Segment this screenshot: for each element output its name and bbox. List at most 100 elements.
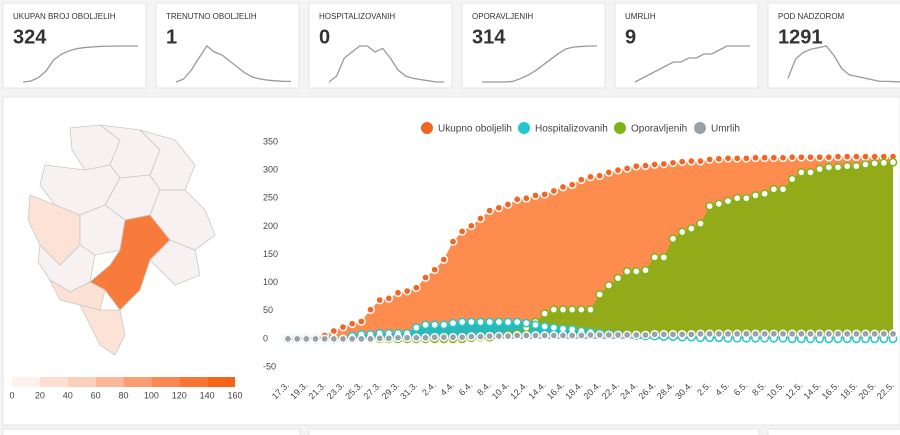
data-point	[595, 330, 605, 340]
map-legend-label: 120	[172, 390, 187, 400]
data-point	[861, 329, 870, 339]
data-point	[347, 334, 357, 344]
data-point	[338, 322, 348, 332]
data-point	[806, 329, 815, 339]
data-point	[604, 281, 614, 290]
data-point	[851, 152, 861, 161]
data-point	[879, 158, 889, 168]
data-point	[494, 331, 504, 341]
data-point	[879, 329, 889, 339]
data-point	[668, 158, 678, 168]
data-point	[540, 189, 550, 199]
data-point	[494, 317, 504, 327]
data-point	[411, 283, 421, 293]
data-point	[494, 203, 504, 213]
data-point	[393, 333, 403, 343]
y-tick-label: 300	[263, 165, 278, 175]
data-point	[842, 329, 852, 339]
data-point	[888, 157, 898, 167]
data-point	[338, 334, 348, 344]
y-tick-label: 0	[263, 333, 268, 343]
data-point	[558, 182, 568, 192]
data-point	[870, 329, 880, 339]
data-point	[503, 331, 513, 341]
data-point	[320, 334, 330, 344]
data-point	[411, 323, 421, 332]
data-point	[485, 206, 495, 215]
data-point	[631, 267, 641, 276]
data-point	[586, 172, 595, 182]
data-point	[421, 320, 430, 330]
data-point	[815, 152, 825, 162]
data-point	[311, 334, 320, 344]
data-point	[430, 265, 440, 275]
data-point	[604, 168, 614, 177]
data-point	[521, 193, 531, 203]
data-point	[833, 329, 843, 339]
stat-card	[461, 2, 606, 89]
map-legend-label: 100	[144, 390, 159, 400]
data-point	[512, 331, 522, 340]
map-region	[149, 239, 201, 286]
legend-swatch	[179, 377, 208, 387]
map-legend-label: 160	[227, 390, 242, 400]
data-point	[622, 164, 632, 173]
legend-marker	[614, 122, 626, 134]
data-point	[613, 165, 623, 175]
data-point	[421, 273, 430, 282]
data-point	[521, 331, 531, 340]
data-point	[861, 152, 870, 161]
data-point	[659, 252, 669, 262]
data-point	[366, 334, 375, 344]
data-point	[696, 329, 705, 339]
map-legend-label: 20	[35, 390, 45, 400]
map-legend-label: 80	[118, 390, 128, 400]
data-point	[567, 305, 577, 314]
data-point	[613, 273, 623, 283]
data-point	[796, 168, 806, 177]
data-point	[833, 152, 843, 161]
card-title: TRENUTNO OBOLJELIH	[166, 12, 257, 21]
sparkline	[328, 45, 444, 83]
data-point	[696, 156, 705, 166]
legend-swatch	[95, 377, 124, 387]
data-point	[842, 152, 852, 161]
data-point	[329, 326, 339, 336]
data-point	[540, 309, 550, 318]
stat-card	[308, 2, 453, 89]
data-point	[439, 332, 449, 342]
sparkline	[175, 45, 291, 83]
data-point	[650, 252, 660, 262]
card-title: POD NADZOROM	[778, 12, 845, 21]
sparkline	[787, 45, 900, 83]
data-point	[668, 330, 678, 339]
data-point	[356, 334, 366, 344]
map-legend-label: 140	[200, 390, 215, 400]
data-point	[558, 331, 568, 340]
data-point	[356, 317, 366, 326]
card-title: UMRLIH	[625, 12, 656, 21]
data-point	[815, 329, 825, 339]
data-point	[531, 191, 540, 200]
legend-swatch	[207, 377, 235, 387]
data-point	[778, 184, 788, 194]
legend-swatch	[12, 377, 40, 387]
data-point	[659, 330, 669, 339]
data-point	[705, 201, 715, 211]
data-point	[741, 193, 751, 203]
y-tick-label: -50	[263, 361, 276, 371]
data-point	[549, 186, 559, 196]
data-point	[292, 334, 302, 344]
data-point	[503, 317, 513, 327]
data-point	[650, 330, 660, 339]
data-point	[540, 331, 550, 340]
data-point	[503, 200, 513, 209]
data-point	[457, 332, 467, 342]
data-point	[751, 153, 760, 163]
legend-label: Oporavljenih	[631, 124, 687, 135]
legend-label: Ukupno oboljelih	[438, 124, 512, 135]
data-point	[677, 227, 687, 237]
data-point	[641, 330, 650, 340]
data-point	[787, 174, 797, 184]
data-point	[457, 317, 467, 327]
